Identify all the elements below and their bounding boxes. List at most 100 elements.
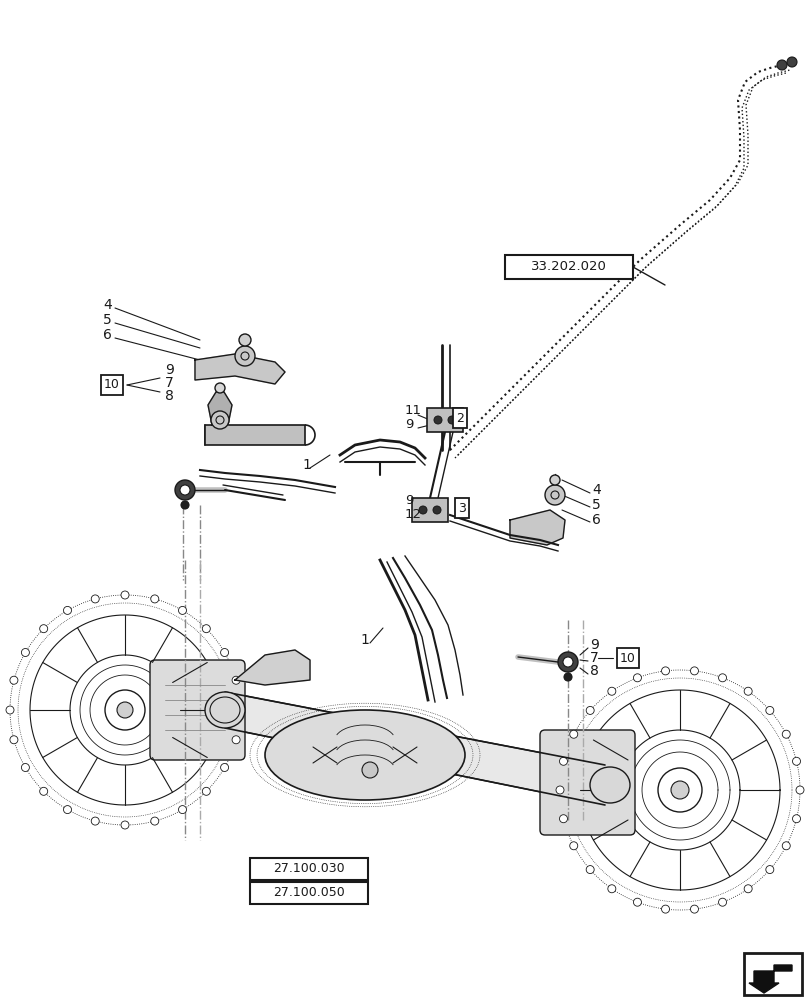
Circle shape	[557, 652, 577, 672]
Circle shape	[232, 676, 240, 684]
Circle shape	[238, 334, 251, 346]
Circle shape	[564, 673, 571, 681]
Text: 9: 9	[165, 363, 174, 377]
Text: 8: 8	[590, 664, 599, 678]
Text: 9: 9	[590, 638, 599, 652]
Bar	[427, 408, 462, 432]
Circle shape	[795, 786, 803, 794]
Circle shape	[448, 416, 456, 424]
Circle shape	[718, 674, 726, 682]
Circle shape	[607, 687, 615, 695]
Circle shape	[544, 485, 564, 505]
Circle shape	[689, 905, 697, 913]
Circle shape	[559, 815, 567, 823]
Circle shape	[633, 674, 641, 682]
Circle shape	[151, 817, 159, 825]
Circle shape	[689, 667, 697, 675]
Circle shape	[586, 866, 594, 874]
Text: 4: 4	[591, 483, 600, 497]
Circle shape	[559, 757, 567, 765]
Ellipse shape	[204, 692, 245, 728]
Text: 27.100.050: 27.100.050	[272, 886, 345, 899]
Circle shape	[432, 506, 440, 514]
Text: 6: 6	[591, 513, 600, 527]
Circle shape	[670, 781, 689, 799]
Circle shape	[211, 411, 229, 429]
Text: 5: 5	[591, 498, 600, 512]
Circle shape	[221, 764, 229, 772]
Circle shape	[178, 806, 187, 814]
Circle shape	[63, 806, 71, 814]
Ellipse shape	[590, 767, 629, 803]
Text: 2: 2	[456, 412, 463, 424]
Text: 4: 4	[103, 298, 112, 312]
Circle shape	[562, 657, 573, 667]
Circle shape	[215, 383, 225, 393]
Circle shape	[175, 480, 195, 500]
Circle shape	[776, 60, 786, 70]
Polygon shape	[509, 510, 564, 545]
Text: 6: 6	[103, 328, 112, 342]
Ellipse shape	[264, 710, 465, 800]
Text: 10: 10	[620, 652, 635, 664]
Text: 12: 12	[405, 508, 422, 522]
Circle shape	[781, 842, 789, 850]
Text: 9: 9	[405, 493, 413, 506]
Circle shape	[569, 730, 577, 738]
Circle shape	[21, 764, 29, 772]
Text: 27.100.030: 27.100.030	[272, 862, 345, 876]
Circle shape	[633, 898, 641, 906]
Bar	[411, 498, 448, 522]
Circle shape	[91, 817, 99, 825]
Circle shape	[221, 648, 229, 656]
Circle shape	[362, 762, 378, 778]
Circle shape	[21, 648, 29, 656]
Text: 8: 8	[165, 389, 174, 403]
Circle shape	[433, 416, 441, 424]
Circle shape	[40, 625, 48, 633]
Circle shape	[180, 485, 190, 495]
Circle shape	[792, 757, 800, 765]
Circle shape	[181, 501, 189, 509]
Circle shape	[117, 702, 133, 718]
Circle shape	[121, 821, 129, 829]
Text: 7: 7	[590, 651, 598, 665]
Circle shape	[234, 346, 255, 366]
Polygon shape	[234, 650, 310, 685]
Circle shape	[661, 905, 669, 913]
FancyBboxPatch shape	[150, 660, 245, 760]
Text: 3: 3	[457, 502, 466, 514]
Circle shape	[91, 595, 99, 603]
Circle shape	[743, 687, 751, 695]
Bar	[504, 255, 633, 279]
Circle shape	[202, 787, 210, 795]
Circle shape	[10, 676, 18, 684]
Polygon shape	[225, 692, 604, 805]
Circle shape	[418, 506, 427, 514]
Circle shape	[63, 606, 71, 614]
Circle shape	[765, 706, 773, 714]
Polygon shape	[195, 354, 285, 384]
Circle shape	[661, 667, 669, 675]
Circle shape	[202, 625, 210, 633]
Text: 1: 1	[302, 458, 311, 472]
Circle shape	[151, 595, 159, 603]
Circle shape	[586, 706, 594, 714]
Text: 9: 9	[405, 418, 413, 432]
Circle shape	[718, 898, 726, 906]
Text: 7: 7	[165, 376, 174, 390]
Circle shape	[121, 591, 129, 599]
Circle shape	[792, 815, 800, 823]
Circle shape	[765, 866, 773, 874]
Circle shape	[232, 736, 240, 744]
Bar	[204, 425, 305, 445]
Text: 11: 11	[405, 403, 422, 416]
Circle shape	[549, 475, 560, 485]
Text: 10: 10	[104, 378, 120, 391]
Circle shape	[6, 706, 14, 714]
Circle shape	[10, 736, 18, 744]
Polygon shape	[208, 392, 232, 425]
Text: 33.202.020: 33.202.020	[530, 260, 606, 273]
Circle shape	[40, 787, 48, 795]
Circle shape	[569, 842, 577, 850]
